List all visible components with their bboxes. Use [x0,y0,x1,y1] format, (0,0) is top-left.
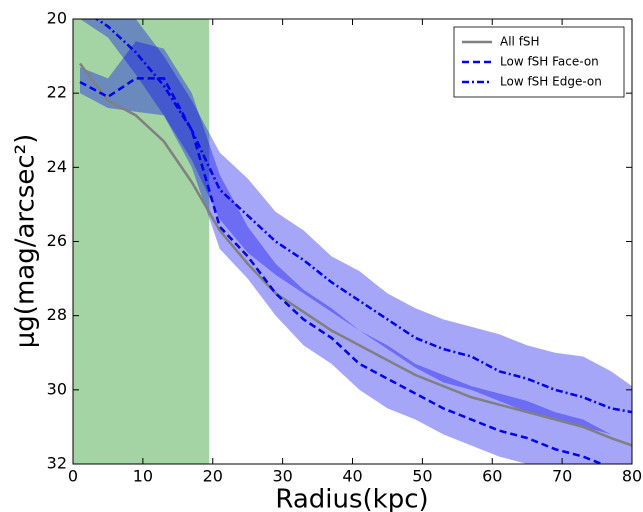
x-tick-label: 60 [482,467,502,486]
y-tick-label: 24 [47,157,67,176]
error-band [79,41,632,464]
y-tick-label: 28 [47,305,67,324]
legend-label: All fSH [500,35,540,49]
y-axis-label: μg(mag/arcsec²) [11,134,41,348]
series-line [78,62,632,447]
y-tick-label: 22 [47,83,67,102]
legend-label: Low fSH Edge-on [500,75,602,89]
series-line [79,77,606,464]
legend-box [453,26,625,98]
x-tick-label: 20 [203,467,223,486]
x-tick-label: 70 [552,467,572,486]
error-band [79,19,632,442]
legend-label: Low fSH Face-on [500,55,599,69]
y-tick-label: 26 [47,231,67,250]
highlight-region [73,19,210,464]
x-tick-label: 0 [68,467,78,486]
series-line [94,19,632,414]
x-tick-label: 80 [622,467,642,486]
y-tick-label: 32 [47,454,67,473]
x-tick-label: 50 [412,467,432,486]
x-tick-label: 40 [342,467,362,486]
y-tick-label: 20 [47,9,67,28]
x-tick-label: 30 [272,467,292,486]
x-tick-label: 10 [133,467,153,486]
y-tick-label: 30 [47,379,67,398]
x-axis-label: Radius(kpc) [275,485,428,512]
plot-area [73,19,632,464]
